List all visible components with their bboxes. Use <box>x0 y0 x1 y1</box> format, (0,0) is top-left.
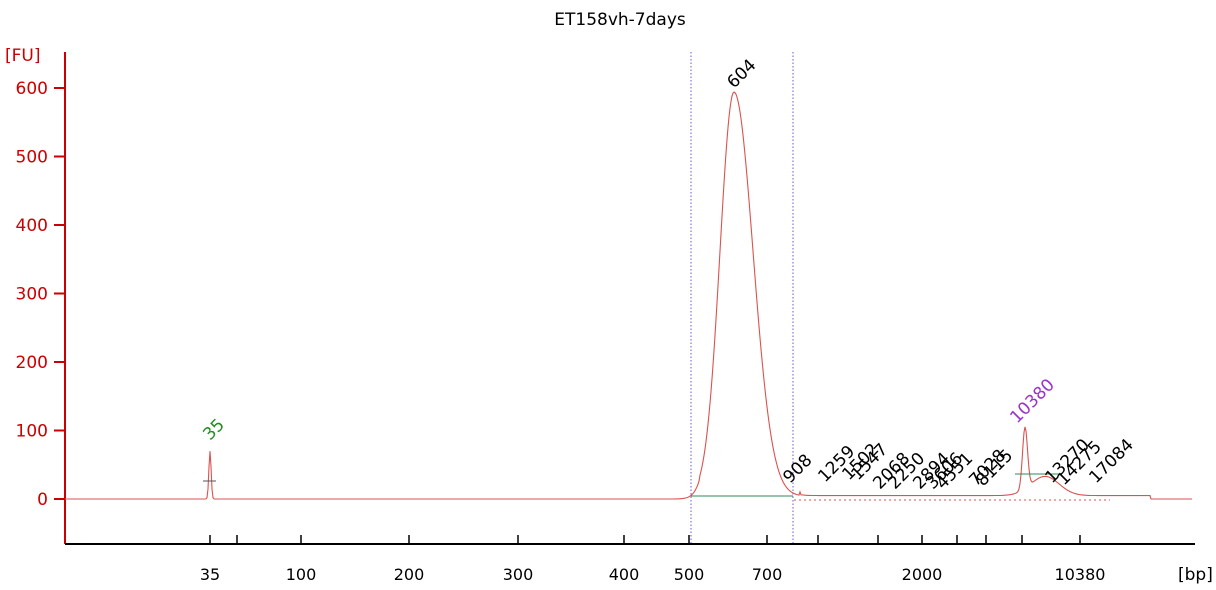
y-tick-label: 300 <box>16 285 48 305</box>
peak-labels: 3560490812591502154720682250289436064551… <box>199 55 1137 493</box>
y-tick-label: 500 <box>16 148 48 168</box>
x-tick-label: 2000 <box>902 565 943 584</box>
y-tick-label: 100 <box>16 422 48 442</box>
y-tick-label: 600 <box>16 79 48 99</box>
x-axis-unit: [bp] <box>1178 565 1213 585</box>
y-tick-label: 400 <box>16 216 48 236</box>
x-tick-label: 300 <box>503 565 534 584</box>
y-tick-label: 200 <box>16 353 48 373</box>
trace-line <box>65 91 1192 500</box>
peak-label: 908 <box>779 450 816 487</box>
x-tick-label: 35 <box>200 565 220 584</box>
chart-title: ET158vh-7days <box>554 10 686 30</box>
x-tick-label: 400 <box>609 565 640 584</box>
y-axis-ticks: 0 100 200 300 400 500 600 <box>16 79 65 510</box>
x-tick-label: 200 <box>394 565 425 584</box>
x-tick-label: 100 <box>286 565 317 584</box>
x-tick-label: 500 <box>674 565 705 584</box>
axes <box>64 52 1195 545</box>
y-tick-label: 0 <box>37 490 48 510</box>
region-markers <box>690 52 794 544</box>
peak-label: 604 <box>723 55 760 92</box>
traces <box>65 91 1192 501</box>
peak-label: 10380 <box>1006 375 1058 427</box>
y-axis-unit: [FU] <box>5 46 41 66</box>
x-tick-label: 700 <box>752 565 783 584</box>
x-tick-label: 10380 <box>1055 565 1106 584</box>
peak-label: 35 <box>199 415 228 444</box>
x-axis-ticks: 35 100 200 300 400 500 700 2000 10380 <box>200 535 1106 584</box>
